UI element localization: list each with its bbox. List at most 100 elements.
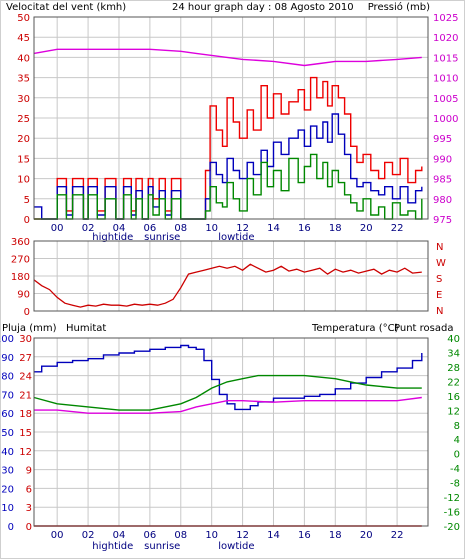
pressure-y-tick-label: 975 — [433, 215, 452, 226]
direction-y-tick-label: 180 — [11, 272, 30, 283]
direction-compass-label: N — [436, 306, 443, 317]
rain-y-tick-label: 27 — [19, 353, 32, 364]
wind-x-tick-label: 04 — [113, 223, 126, 234]
wind-y-tick-label: 15 — [17, 154, 30, 165]
wind-y-tick-label: 45 — [17, 33, 30, 44]
rain-y-tick-label: 24 — [19, 372, 32, 383]
rain-y-tick-label: 21 — [19, 390, 32, 401]
humidity-y-tick-label: 60 — [1, 409, 14, 420]
direction-series — [33, 263, 422, 308]
wind-series-pressure — [33, 48, 422, 67]
direction-y-tick-label: 0 — [24, 307, 30, 318]
climate-annotations: hightide sunrise lowtide — [92, 541, 254, 552]
wind-y-tick-label: 40 — [17, 53, 30, 64]
temperature-y-tick-label: -4 — [450, 464, 460, 475]
temperature-y-tick-label: -12 — [444, 493, 460, 504]
humidity-y-tick-label: 10 — [1, 503, 14, 514]
direction-y-tick-label: 270 — [11, 255, 30, 266]
humidity-y-tick-label: 100 — [0, 334, 14, 345]
humidity-y-tick-label: 0 — [8, 522, 14, 533]
wind-x-tick-label: 06 — [144, 223, 157, 234]
wind-x-tick-label: 18 — [329, 223, 342, 234]
direction-compass-label: S — [436, 274, 442, 285]
direction-plot-frame — [33, 240, 429, 312]
climate-plot-frame — [33, 337, 429, 527]
humidity-y-tick-label: 90 — [1, 353, 14, 364]
wind-annotation-label: lowtide — [218, 232, 254, 243]
humidity-y-tick-label: 40 — [1, 447, 14, 458]
humidity-axis-label: Humitat — [66, 323, 106, 334]
temperature-y-tick-label: -8 — [450, 479, 460, 490]
climate-x-tick-label: 00 — [51, 530, 64, 541]
wind-x-tick-label: 12 — [236, 223, 249, 234]
wind-x-tick-label: 20 — [360, 223, 373, 234]
temperature-y-tick-label: 4 — [454, 435, 460, 446]
wind-annotations: hightide sunrise lowtide — [92, 232, 254, 243]
wind-y-tick-label: 50 — [17, 13, 30, 24]
pressure-y-tick-label: 1025 — [433, 13, 458, 24]
pressure-y-tick-label: 990 — [433, 154, 452, 165]
temperature-y-tick-label: 16 — [447, 392, 460, 403]
wind-x-tick-label: 16 — [298, 223, 311, 234]
temperature-y-tick-label: 28 — [447, 363, 460, 374]
climate-annotation-label: hightide — [92, 541, 133, 552]
rain-y-tick-label: 15 — [19, 428, 32, 439]
climate-series-temperature — [33, 374, 422, 411]
wind-y-tick-label: 35 — [17, 74, 30, 85]
direction-series-line — [33, 263, 422, 308]
climate-tick-labels: 00 02 04 06 08 10 12 14 16 18 20 220102030405060708… — [0, 334, 460, 541]
wind-y-tick-label: 10 — [17, 175, 30, 186]
climate-x-tick-label: 22 — [391, 530, 404, 541]
wind-plot-frame — [33, 16, 429, 220]
temperature-y-tick-label: 34 — [447, 348, 460, 359]
pressure-y-tick-label: 1010 — [433, 74, 458, 85]
climate-x-tick-label: 18 — [329, 530, 342, 541]
wind-y-tick-label: 5 — [24, 195, 30, 206]
climate-x-tick-label: 10 — [205, 530, 218, 541]
temperature-y-tick-label: 40 — [447, 334, 460, 345]
wind-y-tick-label: 0 — [24, 215, 30, 226]
climate-x-tick-label: 08 — [174, 530, 187, 541]
temperature-y-tick-label: 0 — [454, 450, 460, 461]
humidity-y-tick-label: 50 — [1, 428, 14, 439]
climate-x-tick-label: 04 — [113, 530, 126, 541]
wind-x-tick-label: 14 — [267, 223, 280, 234]
climate-x-tick-label: 06 — [144, 530, 157, 541]
direction-compass-label: E — [436, 290, 442, 301]
rain-y-tick-label: 6 — [26, 484, 32, 495]
temperature-y-tick-label: 8 — [454, 421, 460, 432]
humidity-y-tick-label: 80 — [1, 372, 14, 383]
direction-compass-label: N — [436, 242, 443, 253]
wind-y-tick-label: 20 — [17, 134, 30, 145]
pressure-y-tick-label: 980 — [433, 195, 452, 206]
temperature-axis-label: Temperatura (°C) — [311, 323, 399, 334]
pressure-y-tick-label: 1000 — [433, 114, 458, 125]
wind-x-tick-label: 02 — [82, 223, 95, 234]
humidity-y-tick-label: 30 — [1, 466, 14, 477]
climate-x-tick-label: 14 — [267, 530, 280, 541]
rain-axis-label: Pluja (mm) — [2, 323, 57, 334]
pressure-y-tick-label: 995 — [433, 134, 452, 145]
climate-series-dewpoint — [34, 396, 422, 414]
wind-axis-label: Velocitat del vent (kmh) — [6, 2, 126, 13]
rain-y-tick-label: 9 — [26, 466, 32, 477]
temperature-y-tick-label: -20 — [444, 522, 460, 533]
temperature-y-tick-label: 22 — [447, 377, 460, 388]
climate-annotation-label: sunrise — [144, 541, 180, 552]
temperature-y-tick-label: 12 — [447, 406, 460, 417]
humidity-y-tick-label: 70 — [1, 390, 14, 401]
climate-series-humidity — [34, 344, 423, 411]
chart-title: 24 hour graph day : 08 Agosto 2010 — [172, 2, 354, 13]
wind-series-wind-min — [34, 153, 423, 220]
humidity-y-tick-label: 20 — [1, 484, 14, 495]
wind-x-tick-label: 22 — [391, 223, 404, 234]
direction-compass-label: W — [436, 258, 446, 269]
climate-x-tick-label: 20 — [360, 530, 373, 541]
pressure-axis-label: Pressió (mb) — [368, 1, 430, 13]
wind-y-tick-label: 25 — [17, 114, 30, 125]
rain-y-tick-label: 30 — [19, 334, 32, 345]
wind-annotation-label: hightide — [92, 232, 133, 243]
